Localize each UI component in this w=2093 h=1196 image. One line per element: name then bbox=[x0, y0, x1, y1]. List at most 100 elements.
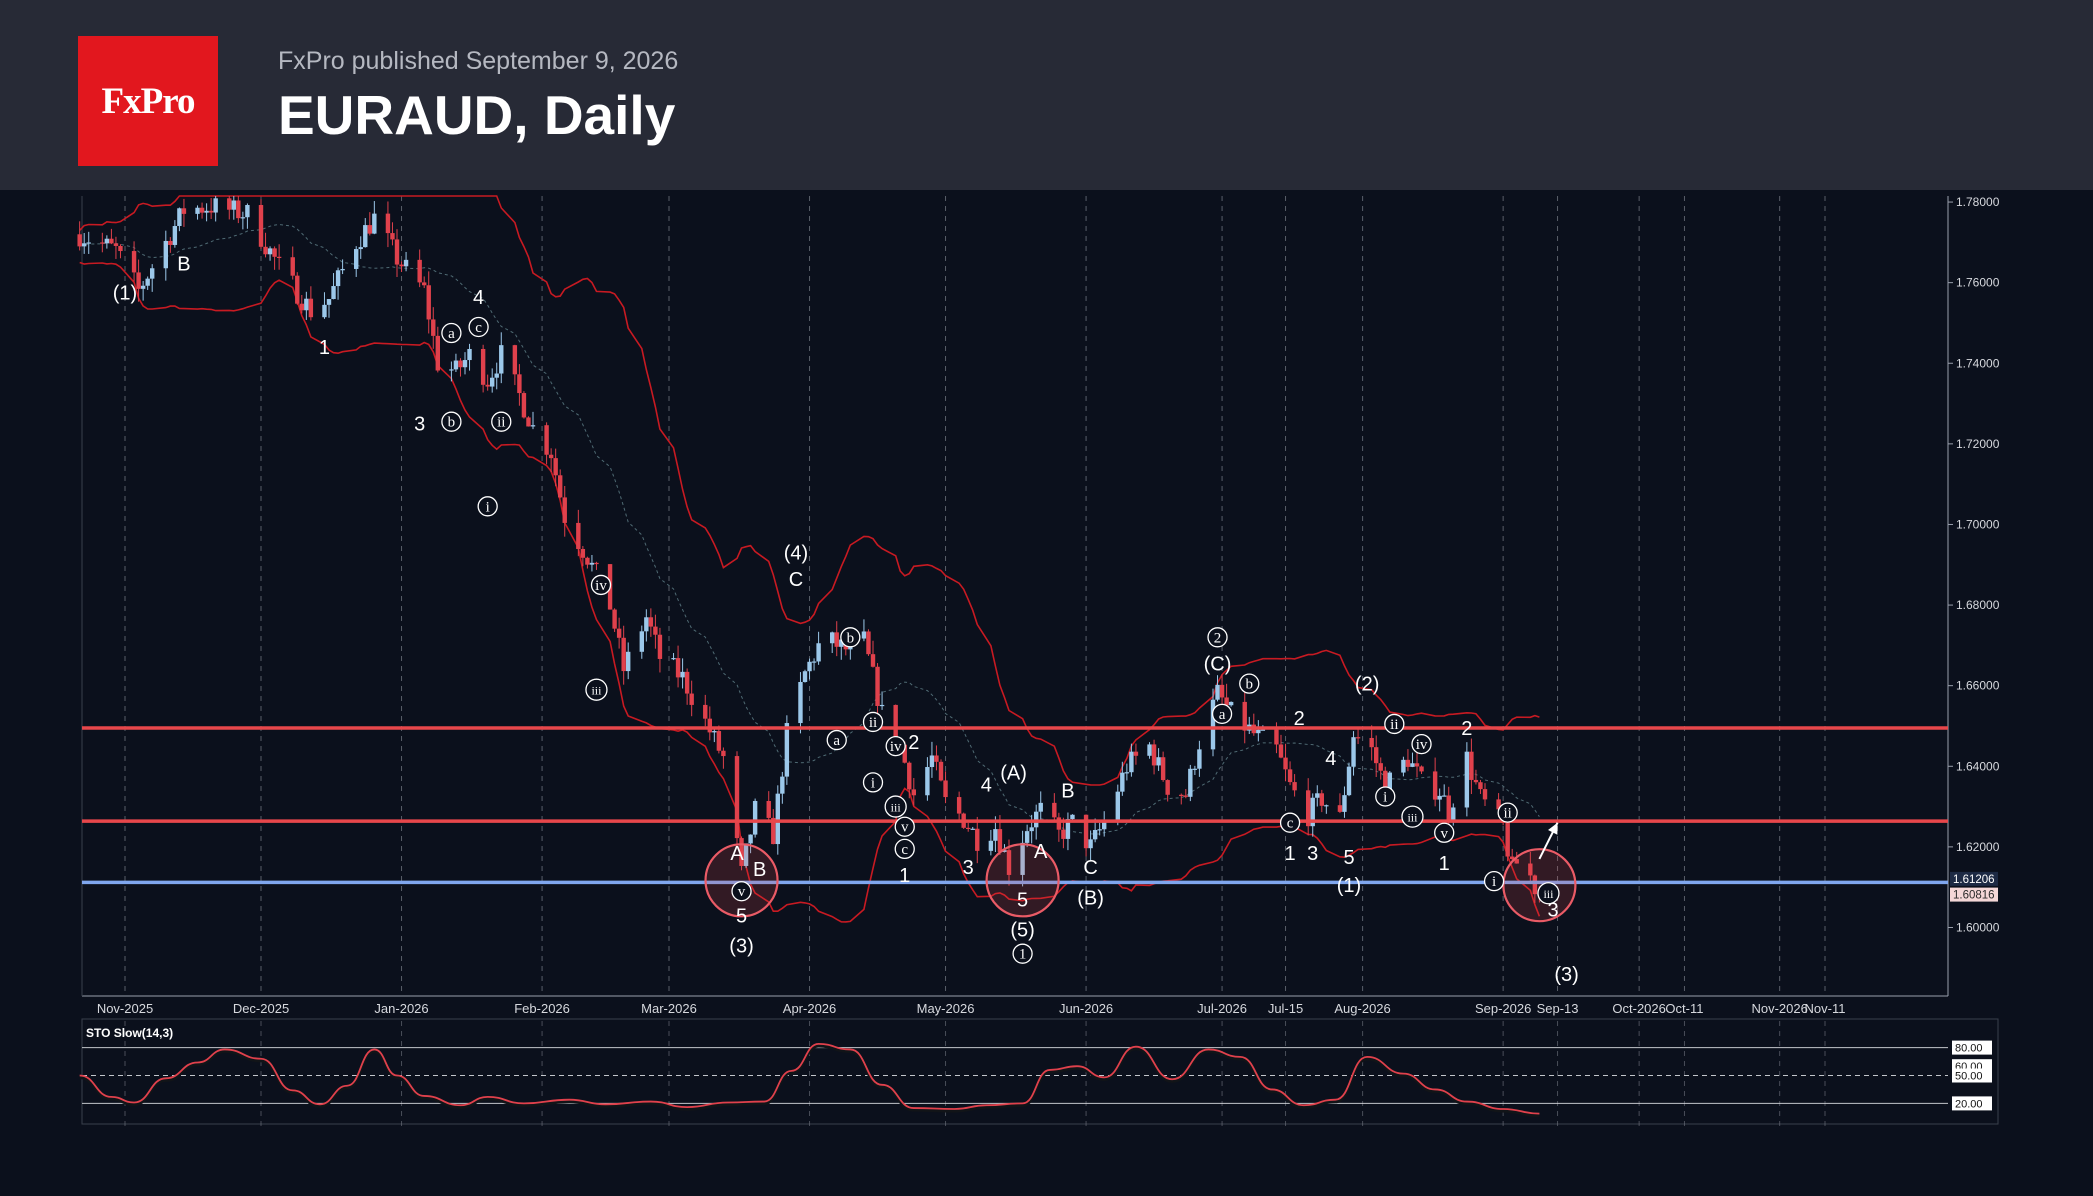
bull-candle bbox=[748, 834, 753, 844]
y-tick-label: 1.64000 bbox=[1956, 759, 2000, 773]
bull-candle bbox=[467, 348, 472, 361]
bull-candle bbox=[240, 217, 246, 219]
sto-main-line bbox=[79, 1042, 1540, 1115]
bear-candle bbox=[1287, 769, 1293, 783]
bull-candle bbox=[335, 270, 341, 287]
bull-candle bbox=[267, 248, 273, 255]
x-tick-label: Jul-2026 bbox=[1197, 1001, 1247, 1016]
bull-candle bbox=[453, 360, 459, 370]
x-tick-label: Sep-13 bbox=[1537, 1001, 1579, 1016]
bull-candle bbox=[1088, 839, 1093, 849]
wave-label-circle bbox=[477, 496, 498, 517]
sto-level-label: 50.00 bbox=[1955, 1071, 1983, 1083]
bull-candle bbox=[1351, 737, 1356, 767]
bear-candle bbox=[1478, 782, 1483, 790]
bull-candle bbox=[839, 639, 844, 647]
wave-label-circle bbox=[1012, 943, 1033, 964]
bear-candle bbox=[290, 257, 295, 276]
bear-candle bbox=[390, 233, 395, 240]
bear-candle bbox=[703, 704, 708, 719]
fxpro-logo: FxPro bbox=[78, 36, 218, 166]
wave-label-circle bbox=[1211, 703, 1233, 725]
bear-candle bbox=[417, 259, 422, 283]
bull-candle bbox=[1387, 772, 1392, 798]
bear-candle bbox=[938, 761, 944, 781]
bear-candle bbox=[1383, 770, 1388, 798]
bear-candle bbox=[1319, 793, 1324, 806]
bear-candle bbox=[458, 360, 463, 368]
bear-candle bbox=[199, 207, 205, 213]
wave-label-circle bbox=[894, 838, 915, 860]
bull-candle bbox=[929, 755, 935, 768]
bear-candle bbox=[1133, 751, 1139, 756]
bear-candle bbox=[576, 522, 581, 549]
bull-candle bbox=[743, 843, 749, 866]
bull-candle bbox=[1442, 795, 1447, 797]
wave-label: ii bbox=[1503, 806, 1511, 822]
bear-candle bbox=[208, 210, 214, 213]
highlight-circle bbox=[704, 843, 779, 918]
x-tick-label: Feb-2026 bbox=[514, 1001, 570, 1016]
bull-candle bbox=[1129, 751, 1134, 773]
wave-label: 1 bbox=[899, 865, 910, 887]
bear-candle bbox=[521, 393, 527, 418]
wave-label: iii bbox=[891, 801, 902, 815]
bear-candle bbox=[276, 256, 282, 258]
bull-candle bbox=[1401, 759, 1406, 773]
bull-candle bbox=[331, 286, 336, 300]
wave-label: v bbox=[901, 820, 909, 836]
bear-candle bbox=[113, 243, 119, 246]
highlight-circle bbox=[985, 843, 1060, 918]
bear-candle bbox=[367, 225, 372, 234]
bear-candle bbox=[77, 234, 82, 247]
bear-candle bbox=[431, 319, 436, 336]
wave-label: C bbox=[789, 569, 803, 591]
bear-candle bbox=[308, 298, 314, 318]
bear-candle bbox=[236, 200, 241, 219]
bear-candle bbox=[721, 750, 726, 757]
wave-label: v bbox=[1440, 826, 1448, 842]
wave-label: b bbox=[847, 630, 855, 646]
bear-candle bbox=[739, 838, 744, 866]
bear-candle bbox=[1224, 697, 1229, 706]
bull-candle bbox=[530, 425, 536, 427]
bear-candle bbox=[1061, 829, 1066, 839]
bear-candle bbox=[870, 654, 876, 667]
bear-candle bbox=[1006, 850, 1012, 875]
price-label: 1.60816 bbox=[1953, 890, 1995, 902]
wave-label-circle bbox=[1497, 802, 1518, 823]
bear-candle bbox=[263, 246, 268, 255]
wave-label: 1 bbox=[1019, 947, 1027, 963]
wave-label: ii bbox=[1390, 717, 1398, 733]
bear-candle bbox=[866, 631, 871, 655]
y-tick-label: 1.74000 bbox=[1956, 356, 2000, 370]
bull-candle bbox=[140, 285, 146, 289]
bull-candle bbox=[970, 828, 975, 830]
bear-candle bbox=[553, 458, 558, 476]
bear-candle bbox=[394, 239, 400, 265]
price-label: 1.61206 bbox=[1953, 874, 1995, 886]
y-tick-label: 1.66000 bbox=[1956, 679, 2000, 693]
bull-candle bbox=[322, 304, 327, 318]
bear-candle bbox=[1528, 863, 1533, 876]
bear-candle bbox=[1532, 875, 1538, 895]
bull-candle bbox=[644, 617, 649, 632]
wave-label: 3 bbox=[1547, 899, 1558, 921]
bear-candle bbox=[1179, 794, 1184, 796]
x-tick-label: Jan-2026 bbox=[374, 1001, 428, 1016]
bull-candle bbox=[1124, 772, 1130, 774]
bear-candle bbox=[966, 827, 971, 830]
bull-candle bbox=[449, 369, 454, 371]
bear-candle bbox=[956, 797, 962, 814]
y-tick-label: 1.76000 bbox=[1956, 276, 2000, 290]
bear-candle bbox=[1496, 799, 1501, 810]
upper-band bbox=[79, 195, 1540, 786]
wave-label-circle bbox=[491, 411, 512, 432]
bull-candle bbox=[354, 249, 359, 269]
x-tick-label: Oct-11 bbox=[1665, 1001, 1703, 1016]
bull-candle bbox=[879, 704, 885, 707]
wave-label: iv bbox=[1416, 737, 1428, 753]
bull-candle bbox=[326, 299, 332, 305]
x-tick-label: Nov-2025 bbox=[97, 1001, 153, 1016]
